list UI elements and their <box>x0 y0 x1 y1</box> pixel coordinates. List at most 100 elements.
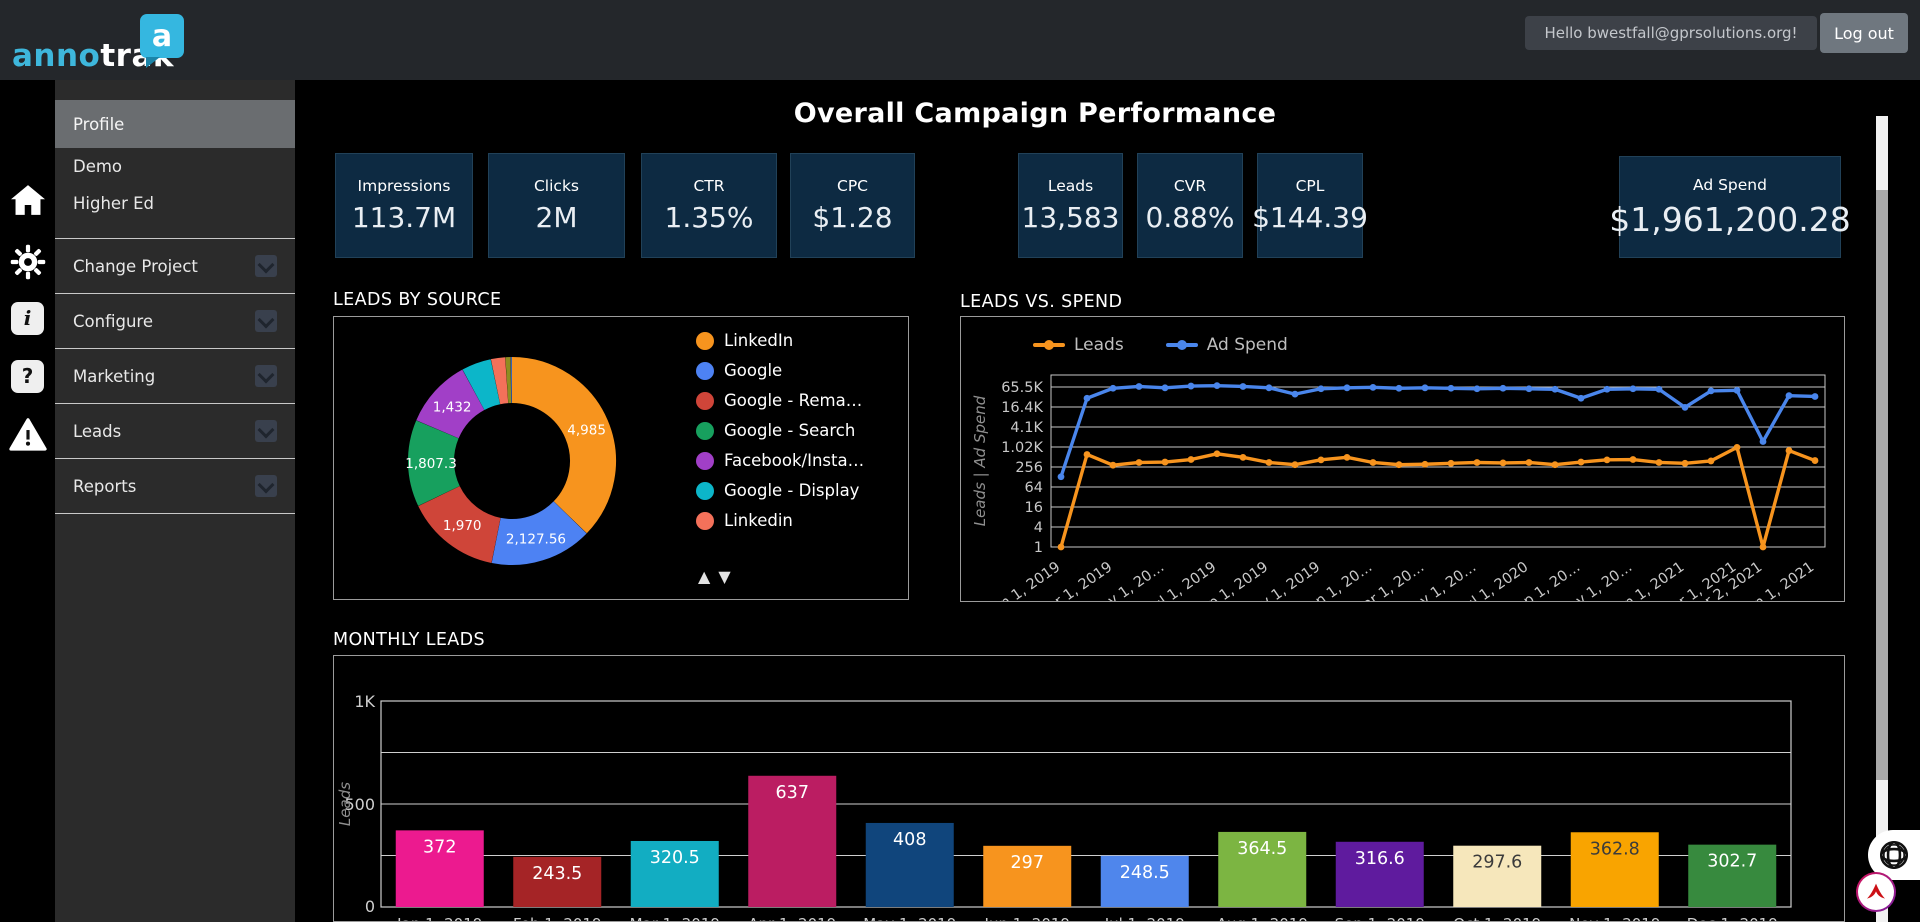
donut-legend-item-google-rema[interactable]: Google - Rema… <box>696 391 862 410</box>
sidebar-item-demo[interactable]: Demo <box>55 148 295 185</box>
y-axis-title: Leads | Ad Spend <box>971 395 989 526</box>
legend-item-leads[interactable]: Leads <box>1033 335 1124 355</box>
sidebar-item-label: Profile <box>73 114 125 134</box>
kpi-card-ad-spend: Ad Spend $1,961,200.28 <box>1609 156 1851 258</box>
y-tick-label: 64 <box>1025 480 1043 496</box>
sidebar-item-label: Leads <box>73 421 122 441</box>
legend-dot-icon <box>696 481 714 500</box>
legend-scroll-arrows[interactable]: ▲▼ <box>698 567 739 586</box>
kpi-label: CPC <box>837 177 868 195</box>
x-tick-label: Oct 1, 2019 <box>1453 915 1541 922</box>
bar-apr-1-2019 <box>748 775 837 907</box>
chevron-down-icon[interactable] <box>255 310 277 332</box>
kpi-label: Leads <box>1047 177 1094 195</box>
sidebar-item-change-project[interactable]: Change Project <box>55 238 295 293</box>
browser-extension-globe-icon[interactable] <box>1868 830 1920 880</box>
kpi-value: 1.35% <box>664 201 754 234</box>
y-tick-label: 0 <box>365 897 375 916</box>
bar-value-label: 297.6 <box>1472 853 1522 873</box>
monthly-leads-title: MONTHLY LEADS <box>333 630 486 650</box>
bar-value-label: 408 <box>893 830 926 850</box>
info-icon[interactable]: i <box>0 296 55 340</box>
scrollbar-thumb[interactable] <box>1876 190 1888 780</box>
donut-legend-item-linkedin[interactable]: LinkedIn <box>696 331 793 350</box>
legend-dot-icon <box>696 511 714 530</box>
gear-icon[interactable] <box>0 240 55 284</box>
kpi-card-impressions: Impressions 113.7M <box>335 153 473 258</box>
donut-slice-value: 1,432 <box>433 399 472 415</box>
bar-value-label: 364.5 <box>1237 839 1287 859</box>
bar-jan-1-2019 <box>395 830 484 907</box>
kpi-value: 0.88% <box>1145 201 1235 234</box>
donut-slice-value: 1,970 <box>443 518 482 534</box>
chevron-down-icon[interactable] <box>255 255 277 277</box>
donut-legend-item-facebook-insta[interactable]: Facebook/Insta… <box>696 451 864 470</box>
sidebar-item-reports[interactable]: Reports <box>55 458 295 514</box>
sidebar-item-label: Demo <box>73 157 123 176</box>
donut-slice-google-search <box>408 420 461 506</box>
kpi-value: $144.39 <box>1252 201 1368 234</box>
help-icon[interactable]: ? <box>0 354 55 398</box>
donut-legend-item-google[interactable]: Google <box>696 361 782 380</box>
bar-jul-1-2019 <box>1100 855 1189 907</box>
x-tick-label: Dec 1, 2019 <box>1687 915 1778 922</box>
donut-legend-item-google-search[interactable]: Google - Search <box>696 421 855 440</box>
x-tick-label: Sep 1, 2019 <box>1335 915 1425 922</box>
x-tick-label: Nov 1, 2019 <box>1569 915 1660 922</box>
legend-dot-icon <box>696 331 714 350</box>
legend-line-icon <box>1033 340 1065 350</box>
kpi-value: $1,961,200.28 <box>1609 199 1851 239</box>
sidebar-item-profile[interactable]: Profile <box>55 100 295 148</box>
kpi-label: Impressions <box>357 177 451 195</box>
legend-item-ad-spend[interactable]: Ad Spend <box>1165 335 1288 355</box>
scrollbar-track[interactable] <box>1876 116 1888 922</box>
logo-text-anno: anno <box>12 38 101 74</box>
sidebar-item-leads[interactable]: Leads <box>55 403 295 458</box>
y-tick-label: 4 <box>1034 520 1043 536</box>
page-title: Overall Campaign Performance <box>793 98 1277 129</box>
sidebar-item-marketing[interactable]: Marketing <box>55 348 295 403</box>
icon-rail: i? <box>0 80 55 922</box>
y-tick-label: 256 <box>1015 460 1043 476</box>
x-tick-label: Mar 1, 2019 <box>630 915 720 922</box>
sidebar-item-configure[interactable]: Configure <box>55 293 295 348</box>
leads-by-source-chart: 4,985 2,127.56 1,970 1,807.3 1,432 LinkedIn Go… <box>333 316 909 600</box>
legend-scroll-down-icon[interactable]: ▼ <box>718 567 739 586</box>
sidebar-item-label: Reports <box>73 476 137 496</box>
donut-legend-item-google-display[interactable]: Google - Display <box>696 481 859 500</box>
x-tick-label: Jun 1, 2019 <box>984 915 1070 922</box>
logo-speech-bubble-icon: a <box>140 14 184 68</box>
donut-legend-item-linkedin[interactable]: Linkedin <box>696 511 793 530</box>
adobe-acrobat-icon[interactable] <box>1856 872 1896 912</box>
home-icon[interactable] <box>0 178 55 222</box>
donut-slice-google-display <box>462 359 501 411</box>
y-tick-label: 4.1K <box>1010 420 1043 436</box>
kpi-card-ctr: CTR 1.35% <box>641 153 777 258</box>
bar-value-label: 372 <box>423 837 456 857</box>
chevron-down-icon[interactable] <box>255 420 277 442</box>
legend-label: Google <box>724 361 783 380</box>
donut-slice-google <box>491 500 587 565</box>
warning-icon[interactable] <box>0 412 55 456</box>
leads-by-source-title: LEADS BY SOURCE <box>333 290 502 310</box>
line-legend: Leads Ad Spend <box>1033 335 1288 355</box>
legend-label: Facebook/Insta… <box>724 451 865 470</box>
sidebar-item-label: Marketing <box>73 366 156 386</box>
user-greeting: Hello bwestfall@gprsolutions.org! <box>1525 16 1817 50</box>
chevron-down-icon[interactable] <box>255 365 277 387</box>
sidebar-item-higher-ed[interactable]: Higher Ed <box>55 185 295 222</box>
legend-scroll-up-icon[interactable]: ▲ <box>698 567 719 586</box>
donut-slice-value: 4,985 <box>567 422 606 438</box>
chevron-down-icon[interactable] <box>255 475 277 497</box>
bar-value-label: 316.6 <box>1355 849 1405 869</box>
kpi-label: Clicks <box>533 177 579 195</box>
bar-value-label: 362.8 <box>1590 839 1640 859</box>
bar-may-1-2019 <box>865 822 954 907</box>
sidebar-item-label: Configure <box>73 311 153 331</box>
bar-value-label: 248.5 <box>1120 863 1170 883</box>
series-line-leads <box>1059 445 1816 549</box>
kpi-card-clicks: Clicks 2M <box>488 153 625 258</box>
legend-dot-icon <box>696 451 714 470</box>
logout-button[interactable]: Log out <box>1820 13 1908 53</box>
kpi-label: CTR <box>693 177 725 195</box>
